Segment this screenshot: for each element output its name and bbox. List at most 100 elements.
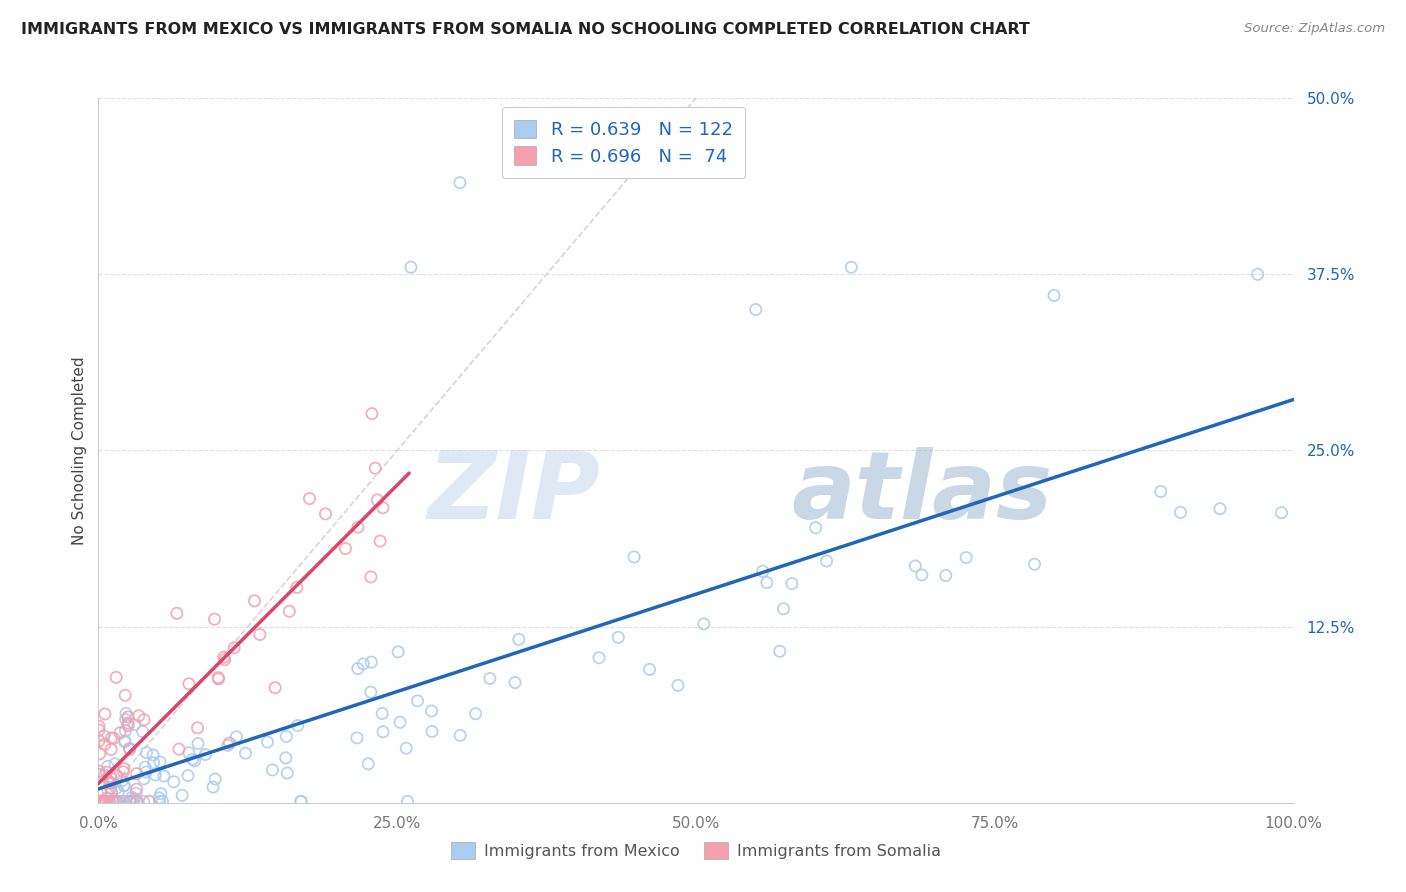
Point (346, 662, 368, 676)
Point (181, 752, 204, 766)
Point (177, 677, 200, 691)
Point (100, 769, 122, 783)
Point (1271, 506, 1294, 520)
Point (100, 785, 122, 799)
Point (149, 794, 172, 808)
Point (693, 616, 716, 631)
Point (287, 718, 309, 732)
Point (94, 794, 117, 808)
Point (183, 754, 205, 768)
Point (166, 607, 188, 621)
Point (163, 774, 186, 789)
Point (368, 534, 391, 549)
Point (100, 742, 122, 756)
Point (111, 773, 134, 788)
Point (112, 779, 135, 793)
Point (666, 678, 689, 692)
Point (1043, 288, 1066, 302)
Point (121, 794, 143, 808)
Point (134, 760, 156, 774)
Point (395, 741, 418, 756)
Point (1150, 484, 1173, 499)
Point (335, 541, 357, 556)
Point (177, 746, 200, 760)
Point (152, 794, 174, 808)
Point (371, 706, 394, 721)
Point (108, 794, 131, 808)
Point (114, 713, 136, 727)
Point (256, 735, 278, 749)
Point (125, 794, 148, 808)
Point (478, 672, 501, 686)
Point (249, 627, 271, 641)
Point (815, 554, 838, 568)
Point (187, 721, 209, 735)
Point (100, 731, 122, 745)
Point (111, 794, 134, 808)
Point (117, 718, 139, 732)
Point (142, 756, 165, 770)
Point (235, 746, 257, 760)
Point (112, 779, 135, 793)
Point (911, 568, 934, 582)
Point (105, 781, 128, 796)
Point (125, 766, 148, 780)
Point (361, 407, 384, 421)
Point (360, 685, 382, 699)
Point (128, 708, 150, 723)
Point (290, 794, 312, 808)
Point (1024, 558, 1046, 572)
Point (274, 751, 297, 765)
Point (371, 724, 394, 739)
Point (124, 717, 146, 731)
Point (87, 723, 110, 737)
Point (89, 794, 111, 808)
Point (752, 564, 775, 578)
Point (93, 737, 115, 751)
Point (96, 791, 118, 805)
Point (142, 747, 165, 762)
Point (804, 521, 827, 535)
Point (204, 612, 226, 626)
Point (346, 731, 368, 745)
Text: Source: ZipAtlas.com: Source: ZipAtlas.com (1244, 22, 1385, 36)
Point (125, 782, 148, 797)
Point (96, 794, 118, 808)
Point (93, 794, 115, 808)
Point (217, 739, 239, 753)
Point (89, 747, 111, 761)
Point (91, 794, 114, 808)
Point (780, 576, 803, 591)
Point (89, 794, 111, 808)
Point (841, 260, 863, 275)
Point (276, 730, 298, 744)
Point (243, 594, 266, 608)
Point (105, 670, 128, 684)
Point (131, 724, 153, 739)
Y-axis label: No Schooling Completed: No Schooling Completed (72, 356, 87, 545)
Point (935, 568, 957, 582)
Point (87, 719, 110, 733)
Point (360, 655, 382, 669)
Legend: Immigrants from Mexico, Immigrants from Somalia: Immigrants from Mexico, Immigrants from … (444, 836, 948, 865)
Point (449, 176, 471, 190)
Point (90, 794, 112, 808)
Point (212, 650, 235, 665)
Point (132, 713, 155, 727)
Point (103, 794, 125, 808)
Point (399, 260, 422, 275)
Point (98, 794, 121, 808)
Point (177, 769, 200, 783)
Point (194, 747, 217, 762)
Point (121, 790, 143, 805)
Point (371, 500, 394, 515)
Point (118, 742, 141, 756)
Point (132, 772, 155, 786)
Point (364, 461, 387, 475)
Point (315, 507, 337, 521)
Point (406, 694, 429, 708)
Point (290, 794, 312, 808)
Point (124, 791, 146, 805)
Point (276, 766, 298, 780)
Point (1170, 505, 1192, 519)
